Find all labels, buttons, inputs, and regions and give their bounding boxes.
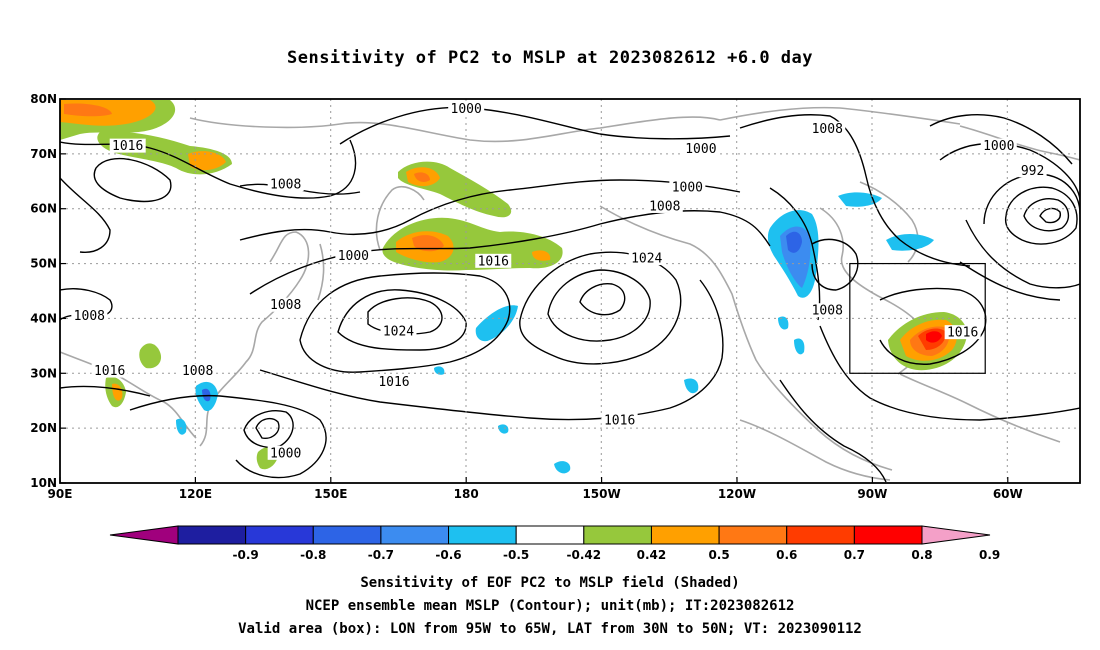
lon-tick-label: 60W: [993, 487, 1023, 501]
colorbar-label: -0.5: [503, 548, 529, 562]
colorbar-label: -0.8: [300, 548, 326, 562]
contour-label: 1000: [983, 139, 1014, 154]
contour-label: 1000: [270, 446, 301, 461]
colorbar-label: -0.7: [368, 548, 394, 562]
lon-tick-label: 90E: [48, 487, 73, 501]
colorbar-label: 0.7: [844, 548, 865, 562]
lat-tick-label: 70N: [30, 147, 57, 161]
contour-label: 1008: [812, 304, 843, 319]
lat-tick-label: 60N: [30, 202, 57, 216]
lon-tick-label: 90W: [857, 487, 887, 501]
contour-label: 1016: [478, 254, 509, 269]
contour-label: 1024: [631, 252, 662, 267]
colorbar-swatch: [719, 526, 787, 544]
lon-tick-label: 150E: [314, 487, 347, 501]
lon-tick-label: 150W: [582, 487, 620, 501]
contour-label: 1016: [94, 364, 125, 379]
colorbar-swatch: [854, 526, 922, 544]
contour-label: 1008: [270, 298, 301, 313]
lat-tick-label: 40N: [30, 311, 57, 325]
colorbar-label: -0.9: [233, 548, 259, 562]
lat-tick-label: 20N: [30, 421, 57, 435]
colorbar-label: 0.8: [911, 548, 932, 562]
colorbar-swatch: [381, 526, 449, 544]
contour-label: 1016: [604, 413, 635, 428]
lat-tick-label: 50N: [30, 257, 57, 271]
caption-line-2: NCEP ensemble mean MSLP (Contour); unit(…: [0, 598, 1100, 614]
contour-label: 1016: [378, 375, 409, 390]
colorbar-swatch: [584, 526, 652, 544]
colorbar-label: -0.6: [435, 548, 461, 562]
contour-label: 1000: [451, 102, 482, 117]
contour-label: 1008: [182, 364, 213, 379]
colorbar-label: -0.42: [567, 548, 602, 562]
plot-title: Sensitivity of PC2 to MSLP at 2023082612…: [0, 48, 1100, 68]
contour-label: 1016: [112, 139, 143, 154]
lat-tick-label: 80N: [30, 92, 57, 106]
caption-line-1: Sensitivity of EOF PC2 to MSLP field (Sh…: [0, 575, 1100, 591]
colorbar-label: 0.42: [637, 548, 667, 562]
contour-label: 1008: [74, 309, 105, 324]
colorbar-label: 0.9: [979, 548, 1000, 562]
colorbar-swatch: [178, 526, 246, 544]
colorbar-swatch: [313, 526, 381, 544]
positive-sensitivity-shading: [60, 100, 967, 469]
colorbar-label: 0.6: [776, 548, 797, 562]
colorbar-high-arrow: [922, 526, 990, 544]
colorbar-swatch: [787, 526, 855, 544]
contour-label: 1016: [947, 326, 978, 341]
colorbar-swatch: [516, 526, 584, 544]
colorbar-swatch: [449, 526, 517, 544]
lon-tick-label: 180: [454, 487, 479, 501]
contour-label: 1008: [649, 199, 680, 214]
colorbar-label: 0.5: [708, 548, 729, 562]
contour-label: 1000: [672, 180, 703, 195]
sensitivity-map: 1000 1016 1008 1000 1008 1008 1016 1008 1024 1016…: [0, 0, 1100, 650]
lon-tick-label: 120W: [718, 487, 756, 501]
colorbar-low-arrow: [110, 526, 178, 544]
lon-tick-label: 120E: [179, 487, 212, 501]
colorbar: -0.9 -0.8 -0.7 -0.6 -0.5 -0.42 0.42 0.5 0.6 0.7 0.…: [110, 526, 1000, 562]
caption-line-3: Valid area (box): LON from 95W to 65W, L…: [0, 621, 1100, 637]
contour-label: 1008: [270, 178, 301, 193]
contour-label: 1024: [383, 325, 414, 340]
contour-label: 1000: [685, 142, 716, 157]
colorbar-swatch: [246, 526, 314, 544]
lat-tick-label: 30N: [30, 366, 57, 380]
contour-label: 1000: [338, 249, 369, 264]
contour-label: 992: [1021, 164, 1044, 179]
contour-label: 1008: [812, 122, 843, 137]
longitude-axis: 90E 120E 150E 180 150W 120W 90W 60W: [48, 477, 1023, 501]
colorbar-swatch: [651, 526, 719, 544]
